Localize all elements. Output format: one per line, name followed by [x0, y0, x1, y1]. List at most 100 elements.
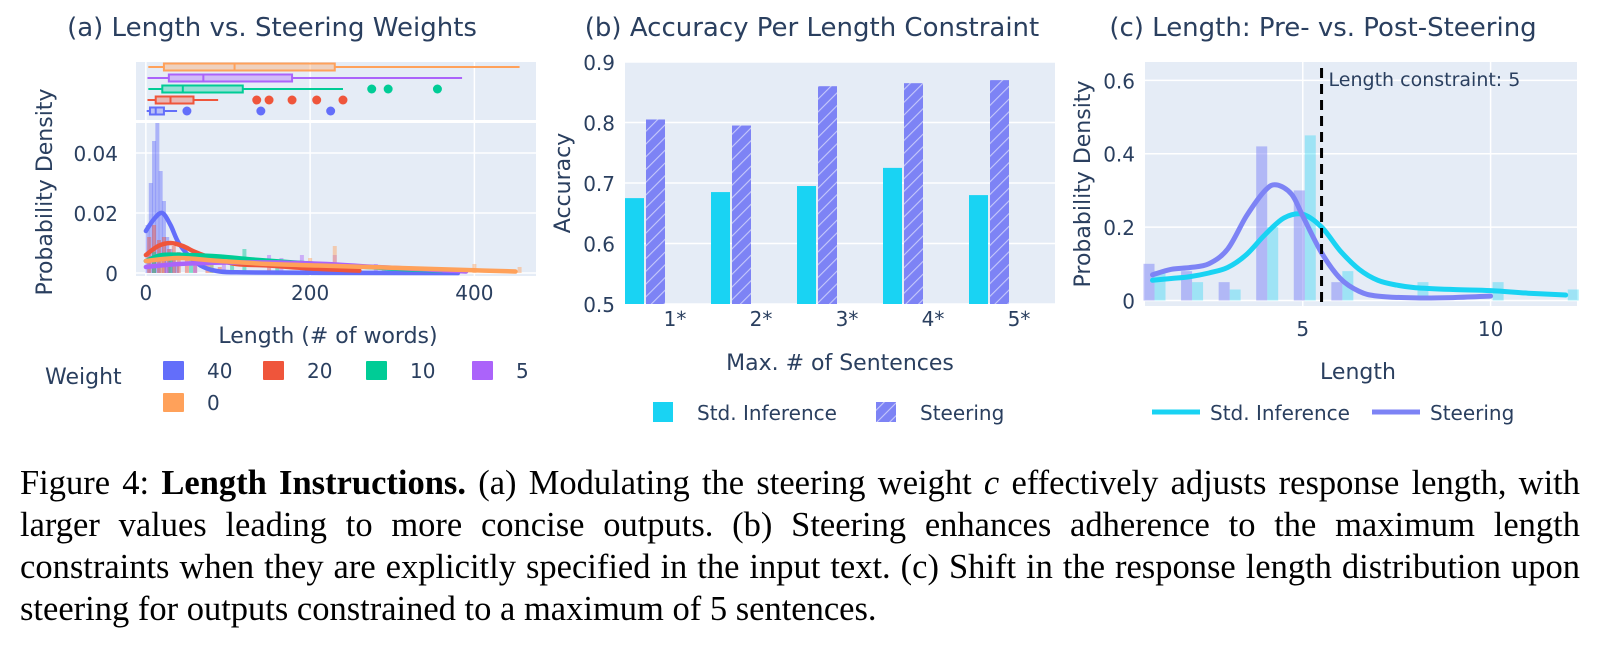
panel-a-box-outlier-40	[256, 106, 266, 116]
panel-b-bar-steering	[732, 125, 751, 305]
panel-c-y-axis-label: Probability Density	[1071, 81, 1096, 288]
panel-a-hist-bar-0	[517, 267, 522, 273]
panel-a-y-axis-label: Probability Density	[33, 89, 58, 296]
panel-a-hist-bar-40	[155, 123, 160, 273]
caption-heading: Length Instructions.	[161, 464, 466, 502]
panel-a-legend-label: 40	[207, 359, 232, 383]
panel-a-box-40	[148, 106, 165, 116]
panel-b-title: (b) Accuracy Per Length Constraint	[585, 13, 1039, 43]
caption-symbol: c	[983, 464, 1000, 502]
panel-b-bar-std	[969, 195, 988, 304]
panel-a-box-outlier-10	[367, 84, 377, 94]
panel-b-x-axis-label: Max. # of Sentences	[726, 351, 954, 376]
panel-a-box-outlier-10	[432, 84, 442, 94]
panel-c-hist-bar-steering	[1256, 146, 1268, 301]
panel-a-legend-swatch-5	[472, 361, 493, 380]
panel-a-hist-bar-40	[145, 225, 150, 273]
panel-c-legend: Std. Inference Steering	[1152, 401, 1514, 425]
panel-a-x-tick-label: 400	[455, 281, 493, 305]
panel-a-legend-label: 0	[207, 391, 220, 415]
panel-b-x-tick-label: 4*	[922, 307, 945, 331]
panel-b-legend-label: Std. Inference	[697, 401, 837, 425]
panel-c-constraint-label: Length constraint: 5	[1329, 69, 1521, 91]
panel-b-legend-swatch	[876, 402, 896, 422]
panel-a-hist-bar-40	[168, 249, 173, 273]
panel-a-box-outlier-40	[182, 106, 192, 116]
panel-a-x-axis-label: Length (# of words)	[218, 324, 437, 349]
panel-c-legend-label: Steering	[1430, 401, 1514, 425]
panel-c-y-tick-label: 0.4	[1103, 143, 1135, 167]
panel-a-box-10	[161, 84, 244, 94]
panel-b-bar-std	[883, 167, 902, 304]
panel-c-hist-bar-steering	[1293, 190, 1305, 301]
panel-a-title: (a) Length vs. Steering Weights	[67, 13, 477, 43]
panel-a-box-plot-area	[136, 62, 536, 120]
panel-a-box-outlier-10	[383, 84, 393, 94]
panel-b-bar-steering	[646, 119, 665, 304]
panel-a-legend-label: 10	[410, 359, 435, 383]
panel-b-bar-std	[711, 192, 730, 304]
panel-c-hist-bar-std	[1192, 282, 1204, 301]
caption-label: Figure 4:	[20, 464, 150, 502]
panel-b-bar-steering	[904, 83, 923, 304]
panel-c-hist-bar-steering	[1218, 282, 1230, 301]
panel-b-bar-steering	[990, 80, 1009, 305]
panel-a-box-outlier-20	[338, 95, 348, 105]
panel-a-hist-bar-40	[161, 201, 166, 273]
panel-a-hist-bar-20	[166, 249, 171, 273]
panel-a-hist-bar-10	[209, 261, 214, 273]
panel-b-bar-steering	[818, 86, 837, 304]
panel-b-x-tick-label: 1*	[664, 307, 687, 331]
panel-a-box-outlier-20	[312, 95, 322, 105]
panel-a-box-outlier-20	[252, 95, 262, 105]
figure-caption: Figure 4: Length Instructions. (a) Modul…	[20, 462, 1580, 630]
panel-a-hist-bar-40	[152, 141, 157, 273]
panel-b-legend-label: Steering	[920, 401, 1004, 425]
caption-text-1: (a) Modulating the steering weight	[478, 464, 972, 502]
panel-a-x-tick-label: 200	[291, 281, 329, 305]
panel-a-hist-bar-10	[275, 264, 280, 273]
panel-a-legend-swatch-40	[163, 361, 184, 380]
panel-b-y-tick-label: 0.8	[583, 112, 615, 136]
panel-b-bar-std	[797, 186, 816, 304]
panel-a-hist-bar-10	[152, 252, 157, 273]
panel-c-title: (c) Length: Pre- vs. Post-Steering	[1109, 13, 1536, 43]
panel-b-y-tick-label: 0.9	[583, 51, 615, 75]
panel-a-legend-swatch-20	[263, 361, 284, 380]
panel-c-hist-bar-steering	[1143, 263, 1155, 301]
panel-a-hist-bar-40	[148, 183, 153, 273]
panel-b-x-tick-label: 5*	[1008, 307, 1031, 331]
panel-c-x-tick-label: 5	[1296, 317, 1309, 341]
panel-a-length-vs-weights: (a) Length vs. Steering Weights 0 0.02 0.0…	[33, 13, 536, 415]
panel-a-y-tick-label: 0.04	[73, 142, 118, 166]
panel-c-length-shift: (c) Length: Pre- vs. Post-Steering Lengt…	[1071, 13, 1579, 425]
panel-c-x-tick-label: 10	[1478, 317, 1503, 341]
panel-a-hist-bar-5	[164, 264, 169, 273]
panel-b-x-tick-label: 2*	[750, 307, 773, 331]
panel-c-line-std	[1150, 211, 1569, 298]
panel-c-plot-area	[1145, 62, 1577, 306]
panel-c-line-steering	[1150, 182, 1494, 301]
panel-a-hist-bar-0	[332, 246, 337, 273]
caption-text-2: effectively adjusts response length, wit…	[20, 464, 1581, 628]
panel-a-box-outlier-20	[287, 95, 297, 105]
panel-a-hist-bar-0	[267, 264, 272, 273]
panel-a-kde-line-0	[143, 255, 518, 274]
panel-a-hist-bar-20	[193, 261, 198, 273]
panel-a-box-20	[154, 95, 195, 105]
panel-c-hist-bar-std	[1154, 271, 1166, 301]
panel-b-y-axis-label: Accuracy	[551, 133, 576, 233]
panel-c-hist-bar-steering	[1181, 271, 1193, 301]
panel-b-y-tick-label: 0.5	[583, 293, 615, 317]
panel-a-plot-area	[136, 123, 536, 276]
panel-a-hist-bar-40	[158, 171, 163, 273]
panel-a-box-outlier-20	[264, 95, 274, 105]
panel-c-y-tick-label: 0.6	[1103, 69, 1135, 93]
panel-b-legend: Std. Inference Steering	[653, 401, 1004, 425]
panel-a-legend: Weight 40 20 10 5 0	[45, 359, 529, 415]
panel-a-hist-bar-40	[175, 264, 180, 273]
panel-a-hist-bar-5	[193, 261, 198, 273]
panel-c-hist-bar-std	[1417, 282, 1429, 301]
panel-a-legend-label: 5	[516, 359, 529, 383]
panel-c-hist-bar-std	[1229, 289, 1241, 301]
